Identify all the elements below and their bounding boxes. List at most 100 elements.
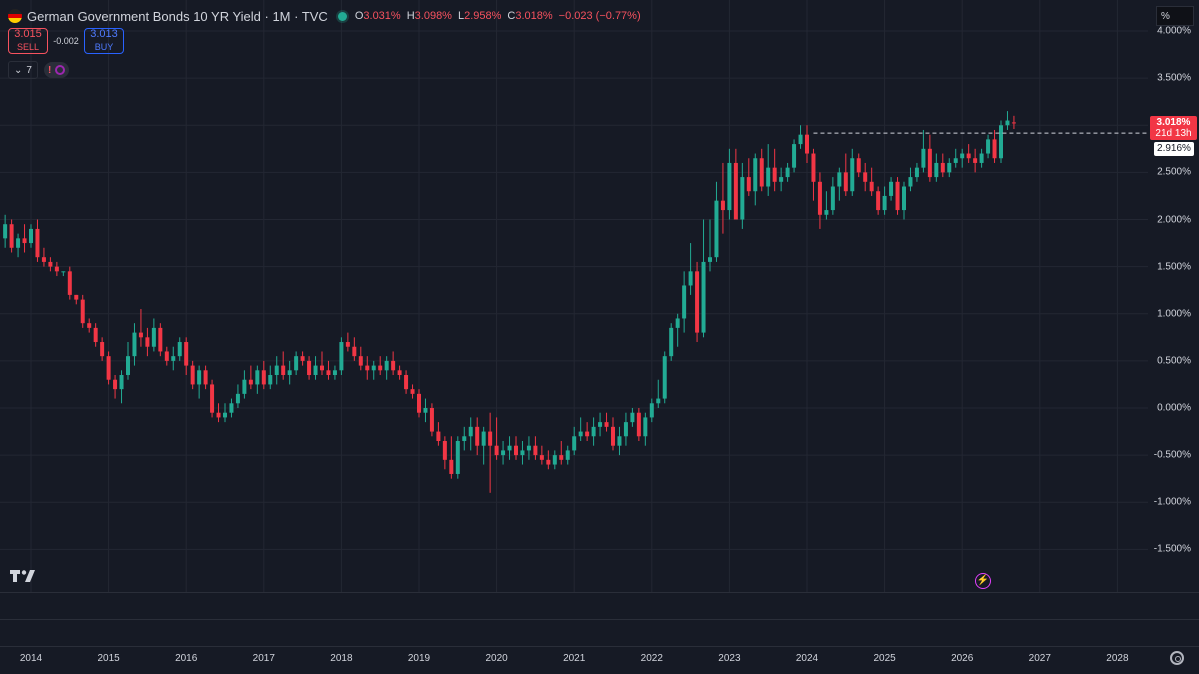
lightning-icon[interactable]: ⚡ xyxy=(975,573,991,589)
candle-body xyxy=(255,370,260,385)
candle-body xyxy=(378,365,383,371)
gear-icon[interactable] xyxy=(1170,651,1184,665)
candle-body xyxy=(158,327,163,352)
scale-percent-button[interactable]: % xyxy=(1156,6,1194,26)
candle-body xyxy=(889,181,894,196)
candle-body xyxy=(921,148,926,168)
x-tick-label: 2014 xyxy=(19,653,43,664)
reference-price-badge: 2.916% xyxy=(1154,142,1194,156)
x-tick-label: 2024 xyxy=(795,653,819,664)
candle-body xyxy=(934,162,939,178)
candle-body xyxy=(740,177,745,220)
candle-body xyxy=(669,327,674,357)
buy-price: 3.013 xyxy=(90,28,118,40)
candle-body xyxy=(572,436,577,451)
time-axis[interactable]: 2014 2015 2016 2017 2018 2019 2020 2021 2022 2023… xyxy=(0,646,1148,674)
tradingview-logo[interactable] xyxy=(10,570,38,582)
sell-button[interactable]: 3.015 SELL xyxy=(8,28,48,54)
price-axis[interactable]: 4.000%3.500%3.000%2.500%2.000%1.500%1.00… xyxy=(1148,0,1199,646)
x-tick-label: 2016 xyxy=(175,653,198,664)
y-tick-label: 1.000% xyxy=(1157,308,1191,320)
candle-body xyxy=(106,356,111,380)
candle-body xyxy=(559,455,564,460)
candle-body xyxy=(352,346,357,357)
candle-body xyxy=(966,153,971,159)
candle-body xyxy=(656,398,661,404)
y-tick-label: 1.500% xyxy=(1157,261,1191,273)
candle-body xyxy=(300,356,305,361)
candle-body xyxy=(138,332,143,338)
low-value: 2.958% xyxy=(464,10,502,22)
price-change: −0.023 (−0.77%) xyxy=(558,10,641,22)
candle-body xyxy=(876,191,881,211)
candle-body xyxy=(223,412,227,418)
candle-body xyxy=(80,299,85,324)
candle-body xyxy=(87,323,92,328)
candle-body xyxy=(999,125,1003,159)
candle-body xyxy=(636,412,641,437)
candle-body xyxy=(701,261,706,333)
candle-body xyxy=(733,162,738,220)
candle-body xyxy=(973,158,978,163)
pane-separator[interactable] xyxy=(0,592,1199,593)
candle-body xyxy=(48,261,53,267)
candle-body xyxy=(274,365,279,376)
candle-body xyxy=(623,422,628,437)
candle-body xyxy=(895,181,900,211)
candle-body xyxy=(332,370,337,376)
candle-body xyxy=(41,257,46,262)
high-value: 3.098% xyxy=(414,10,452,22)
candle-body xyxy=(817,181,822,215)
candle-body xyxy=(100,342,105,357)
candle-body xyxy=(927,148,932,178)
candle-body xyxy=(242,379,247,394)
candle-body xyxy=(455,440,460,474)
warning-icon: ! xyxy=(47,64,52,76)
last-price-value: 3.018% xyxy=(1156,117,1191,128)
indicators-toggle[interactable]: ⌄ 7 xyxy=(8,61,38,79)
candle-body xyxy=(837,172,842,187)
candle-body xyxy=(986,139,991,154)
candle-body xyxy=(391,360,396,371)
candle-body xyxy=(494,445,499,456)
alerts-pill[interactable]: ! xyxy=(43,62,70,78)
candle-body xyxy=(792,144,797,168)
candle-body xyxy=(779,177,784,182)
market-status-icon[interactable] xyxy=(337,11,347,21)
sell-label: SELL xyxy=(16,42,40,52)
candle-body xyxy=(753,158,758,192)
candle-body xyxy=(468,426,473,437)
candle-body xyxy=(29,228,33,244)
y-tick-label: 3.500% xyxy=(1157,72,1191,84)
candle-body xyxy=(54,266,59,272)
candle-body xyxy=(294,356,299,371)
candle-body xyxy=(442,440,447,460)
buy-button[interactable]: 3.013 BUY xyxy=(84,28,124,54)
candle-body xyxy=(203,370,208,385)
candle-body xyxy=(630,412,635,423)
low-key: L xyxy=(457,10,465,22)
candle-body xyxy=(662,356,667,399)
candle-body xyxy=(436,431,441,441)
candle-body xyxy=(591,426,596,437)
candle-body xyxy=(514,445,518,456)
symbol-title[interactable]: German Government Bonds 10 YR Yield · 1M… xyxy=(27,8,328,24)
candle-body xyxy=(320,365,324,371)
candle-body xyxy=(805,134,809,154)
candle-body xyxy=(643,417,648,437)
y-tick-label: 2.000% xyxy=(1157,214,1191,225)
chart-grid xyxy=(0,0,1148,592)
candle-body xyxy=(339,342,344,371)
candle-body xyxy=(908,177,913,187)
candle-body xyxy=(184,342,189,366)
price-chart[interactable] xyxy=(0,0,1148,592)
close-value: 3.018% xyxy=(515,10,553,22)
y-tick-label: 4.000% xyxy=(1157,25,1191,37)
candle-body xyxy=(1005,120,1010,126)
candle-body xyxy=(914,167,919,178)
candle-body xyxy=(902,186,906,211)
candle-body xyxy=(35,228,40,258)
candle-body xyxy=(727,162,732,211)
candle-body xyxy=(3,224,8,239)
candle-body xyxy=(759,158,764,187)
